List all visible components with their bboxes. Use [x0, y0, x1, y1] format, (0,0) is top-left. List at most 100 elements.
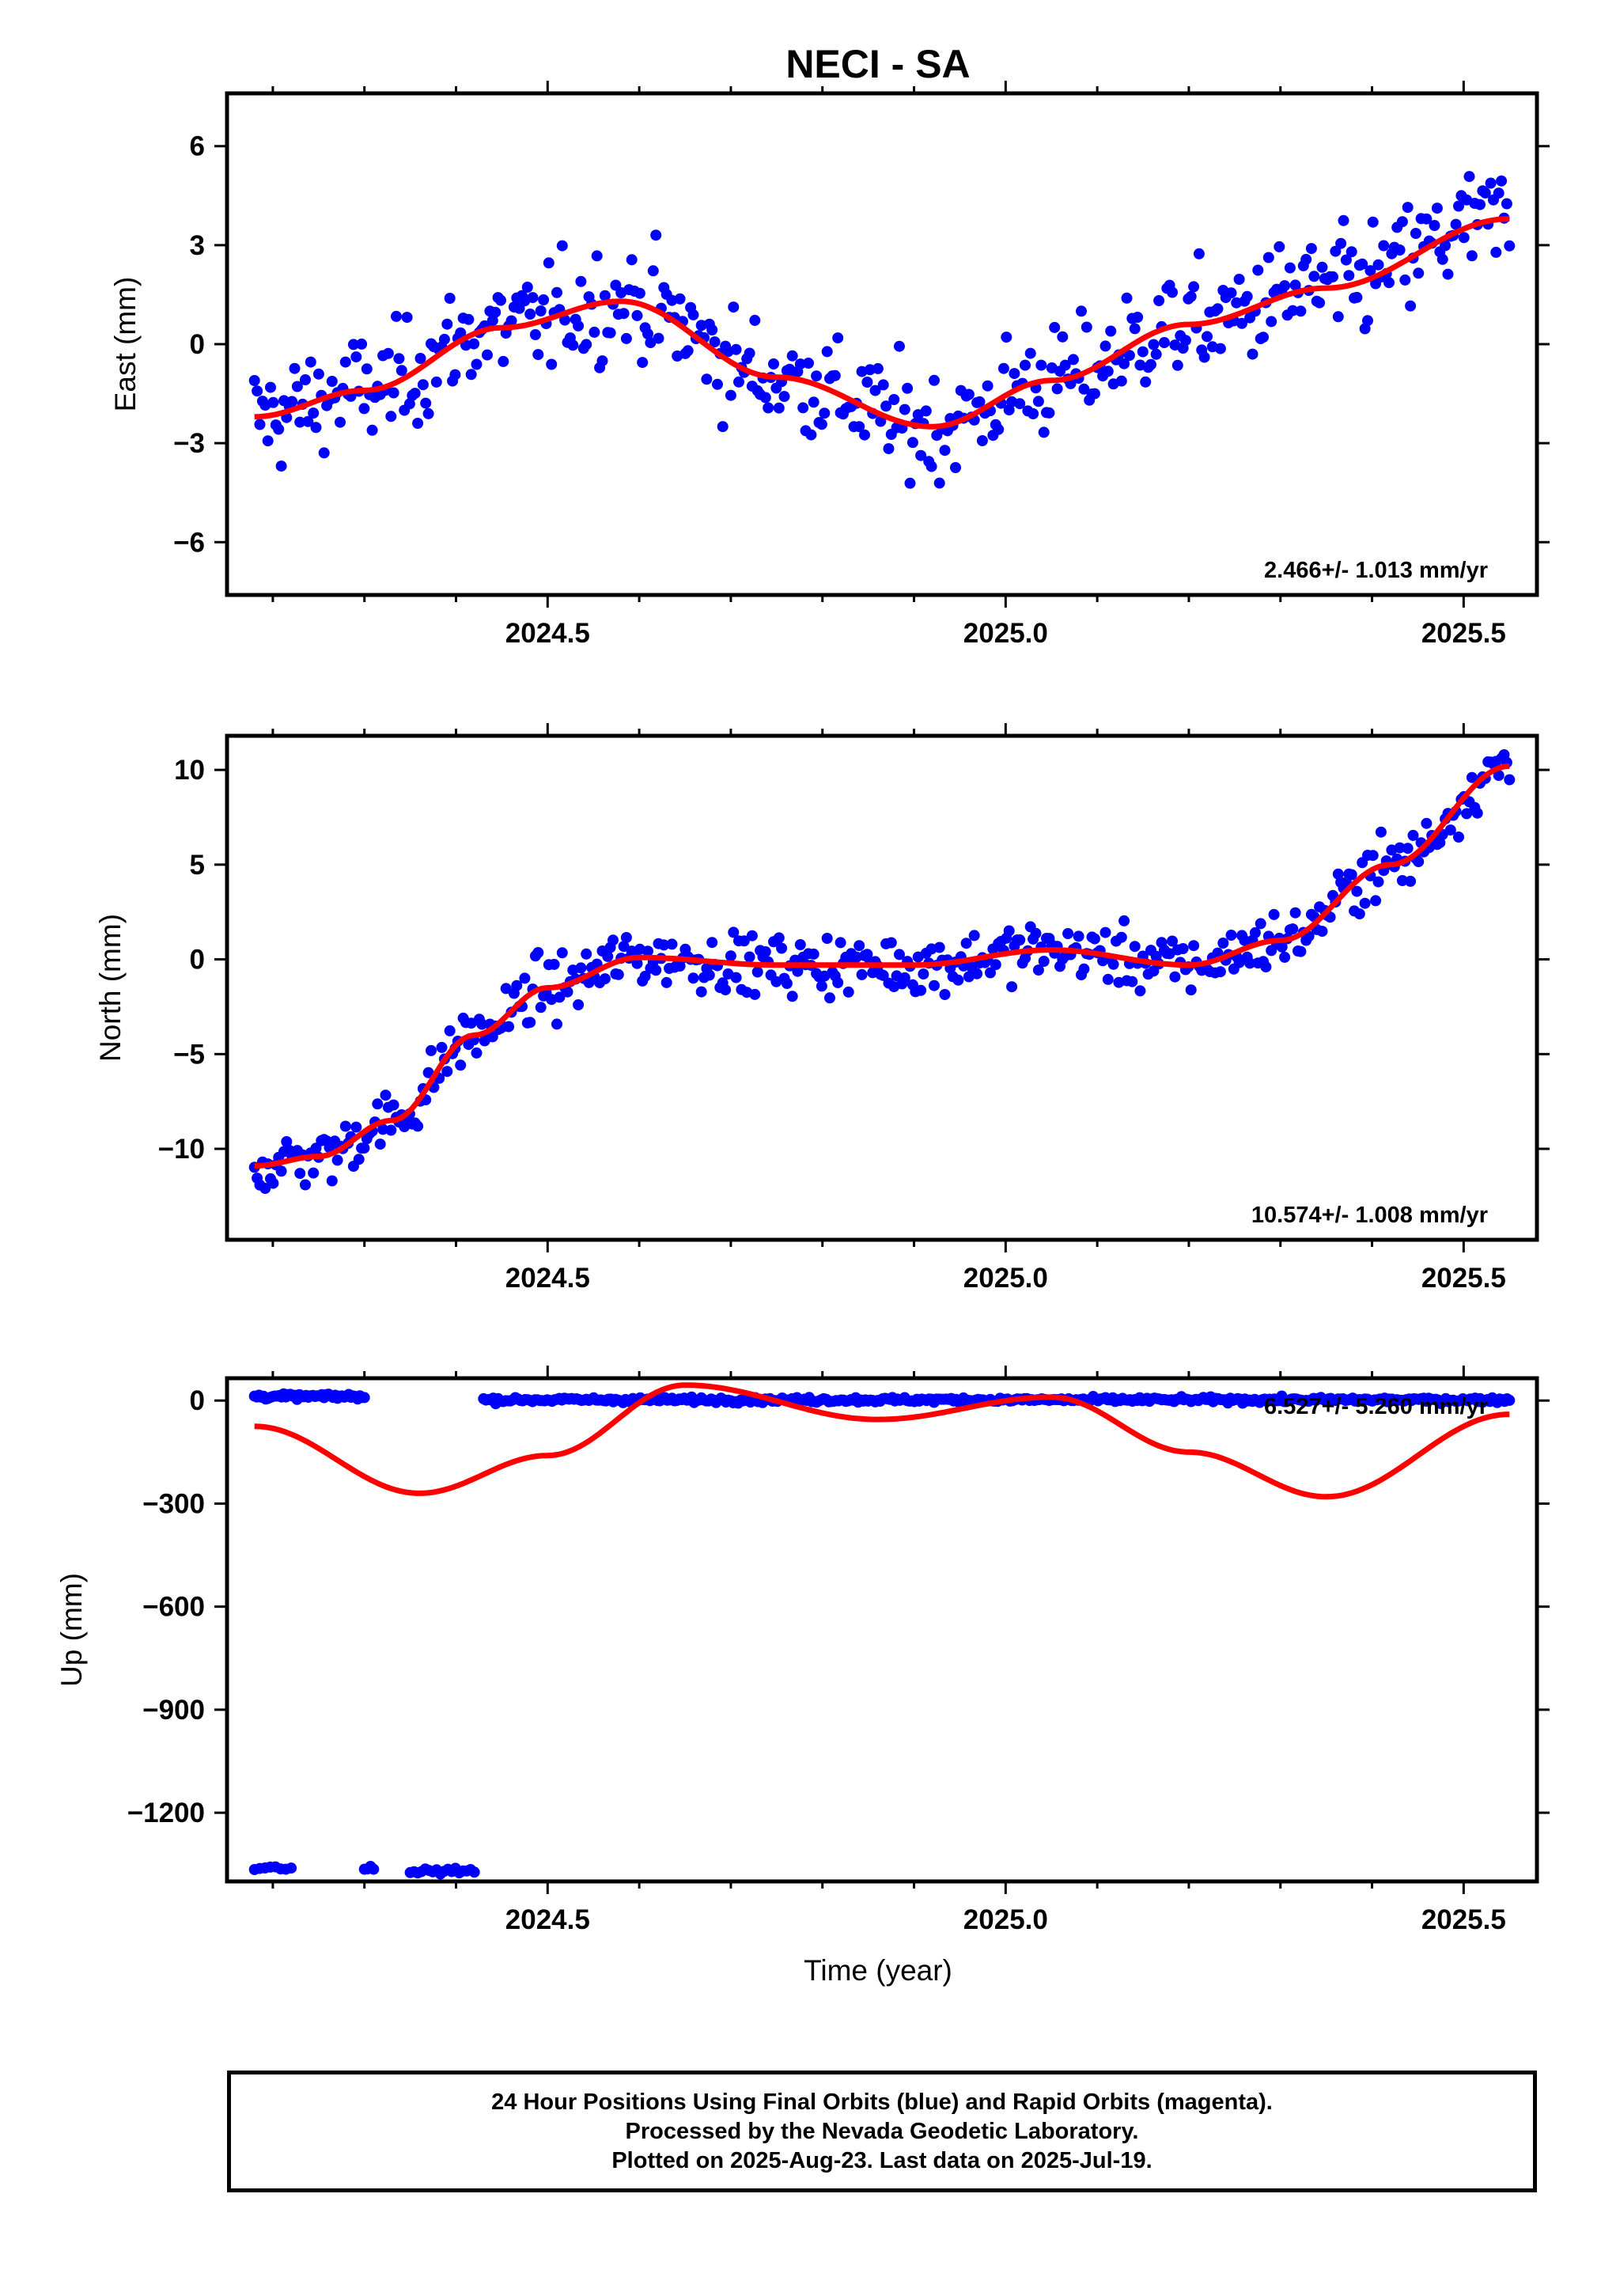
data-point [894, 949, 905, 960]
data-point [308, 407, 320, 419]
data-point [532, 349, 544, 361]
x-tick-label: 2025.5 [1421, 618, 1506, 649]
y-tick-label: 0 [190, 1385, 205, 1416]
data-point [904, 477, 916, 489]
data-point [1003, 925, 1015, 937]
data-point [811, 370, 823, 382]
data-point [861, 377, 873, 388]
panels: 2024.5 2025.0 2025.5 −6 −3 0 3 6 East (mm) 2.466+… [55, 81, 1550, 1935]
data-point [554, 991, 566, 1003]
data-point [915, 449, 927, 461]
data-point [1287, 305, 1299, 316]
data-point [377, 1123, 389, 1135]
data-point [551, 286, 562, 298]
data-point [1402, 202, 1414, 214]
data-point [1490, 246, 1502, 258]
data-point [974, 396, 986, 407]
footer-line-1: 24 Hour Positions Using Final Orbits (bl… [491, 2089, 1273, 2115]
data-point [396, 365, 407, 377]
data-point [990, 959, 1001, 971]
data-point [821, 346, 833, 358]
data-point [1020, 359, 1031, 371]
data-point [859, 429, 870, 441]
data-point [391, 310, 402, 322]
y-tick-label: −600 [142, 1592, 205, 1623]
data-point [294, 416, 306, 428]
data-point [1287, 923, 1299, 935]
footer-box: 24 Hour Positions Using Final Orbits (bl… [227, 2071, 1537, 2192]
data-point [1436, 253, 1448, 265]
data-point [1241, 290, 1253, 302]
data-point [653, 332, 664, 344]
data-point [808, 396, 819, 408]
data-point [589, 326, 600, 338]
data-point [1171, 359, 1183, 371]
data-point [929, 979, 940, 991]
data-point [1316, 926, 1328, 938]
data-point [1252, 264, 1264, 276]
y-tick-label: 5 [190, 850, 205, 881]
data-point [1102, 973, 1114, 985]
data-point [1134, 985, 1146, 997]
data-point [388, 1099, 399, 1111]
data-point [1399, 274, 1411, 286]
data-point [335, 416, 346, 428]
data-point [733, 376, 744, 388]
data-point [1030, 927, 1042, 939]
y-tick-label: 0 [190, 945, 205, 976]
data-point [1394, 244, 1406, 256]
north-ticks [214, 723, 1550, 1252]
data-point [1410, 228, 1421, 239]
data-point [982, 380, 994, 392]
data-point [551, 1018, 562, 1030]
data-point [626, 254, 638, 266]
data-point [1407, 829, 1419, 841]
data-point [1474, 199, 1486, 210]
data-point [1225, 930, 1237, 941]
data-point [581, 339, 592, 350]
data-point [500, 983, 512, 995]
data-point [505, 315, 517, 327]
data-point [885, 937, 897, 949]
x-tick-label: 2025.5 [1421, 1263, 1506, 1294]
data-point [1405, 875, 1417, 887]
data-point [1132, 312, 1144, 323]
data-point [1442, 268, 1454, 280]
data-point [1239, 934, 1251, 946]
up-trend-curve [254, 1382, 1510, 1500]
data-point [634, 287, 645, 299]
data-point [546, 358, 558, 370]
data-point [1308, 271, 1320, 282]
data-point [1431, 203, 1443, 214]
data-point [358, 1392, 370, 1404]
data-point [832, 977, 844, 988]
data-point [730, 343, 742, 355]
data-point [310, 422, 322, 434]
data-point [1353, 908, 1365, 920]
data-point [535, 1002, 547, 1013]
data-point [1367, 216, 1379, 228]
data-point [1024, 347, 1036, 359]
data-point [259, 1183, 271, 1194]
data-point [1396, 216, 1408, 228]
data-point [1169, 971, 1181, 983]
data-point [1504, 1394, 1516, 1406]
data-point [281, 1136, 293, 1147]
data-point [361, 363, 373, 375]
data-point [1214, 966, 1226, 978]
data-point [291, 381, 303, 392]
data-point [725, 389, 736, 401]
data-point [1413, 856, 1425, 868]
data-point [358, 403, 370, 415]
data-point [455, 327, 467, 339]
data-point [420, 397, 432, 409]
data-point [1378, 240, 1390, 252]
data-point [482, 349, 493, 361]
data-point [1225, 287, 1237, 299]
up-rate-label: 6.527+/- 5.260 mm/yr [1264, 1394, 1488, 1419]
data-point [709, 336, 721, 348]
data-point [1255, 918, 1266, 930]
data-point [1150, 348, 1162, 360]
data-point [712, 378, 723, 390]
y-tick-label: 0 [190, 329, 205, 360]
